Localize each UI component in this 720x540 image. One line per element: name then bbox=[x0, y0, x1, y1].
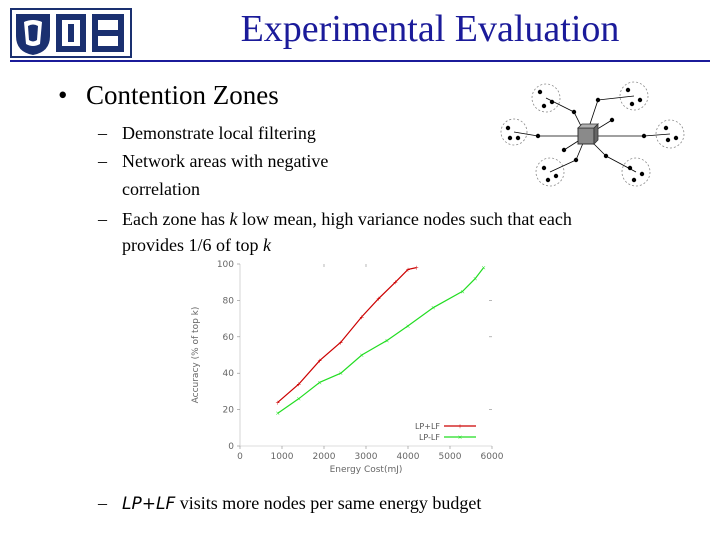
series-line-LP-LF bbox=[277, 267, 485, 414]
sub-item-dash: – bbox=[98, 209, 107, 229]
x-axis-label: Energy Cost(mJ) bbox=[330, 465, 403, 474]
data-point: + bbox=[393, 278, 398, 287]
data-point: × bbox=[481, 264, 486, 273]
y-tick-label: 60 bbox=[223, 333, 235, 343]
data-point: + bbox=[360, 313, 365, 322]
x-tick-label: 5000 bbox=[439, 452, 462, 462]
x-tick-label: 6000 bbox=[481, 452, 504, 462]
data-point: × bbox=[339, 369, 344, 378]
data-point: + bbox=[414, 264, 419, 273]
data-point: + bbox=[406, 265, 411, 274]
y-tick-label: 100 bbox=[217, 260, 234, 270]
y-tick-label: 20 bbox=[223, 406, 235, 416]
data-point: × bbox=[406, 322, 411, 331]
sub-item-text: Each zone has k low mean, high variance … bbox=[122, 209, 572, 229]
legend-label: LP-LF bbox=[419, 433, 440, 442]
x-tick-label: 1000 bbox=[271, 452, 294, 462]
legend-label: LP+LF bbox=[415, 422, 440, 431]
data-point: × bbox=[276, 409, 281, 418]
series-line-LP+LF bbox=[277, 267, 417, 403]
footer-item-text: LP+LF visits more nodes per same energy … bbox=[122, 493, 482, 514]
footer-item-dash: – bbox=[98, 493, 107, 513]
slide-title: Experimental Evaluation bbox=[240, 8, 620, 50]
data-point: + bbox=[339, 338, 344, 347]
data-point: + bbox=[276, 398, 281, 407]
sub-item-text: Demonstrate local filtering bbox=[122, 123, 316, 143]
y-tick-label: 80 bbox=[223, 296, 235, 306]
sub-item-text: correlation bbox=[122, 179, 200, 199]
bullet-dot: • bbox=[58, 80, 68, 110]
main-bullet: • Contention Zones bbox=[58, 80, 279, 111]
sub-item-text: provides 1/6 of top k bbox=[122, 235, 271, 255]
sub-item-dash: – bbox=[98, 123, 107, 143]
data-point: + bbox=[376, 295, 381, 304]
data-point: × bbox=[297, 395, 302, 404]
main-bullet-text: Contention Zones bbox=[86, 80, 279, 110]
x-tick-label: 3000 bbox=[355, 452, 378, 462]
y-tick-label: 40 bbox=[223, 369, 235, 379]
x-tick-label: 4000 bbox=[397, 452, 420, 462]
data-point: × bbox=[360, 351, 365, 360]
legend-marker: × bbox=[458, 433, 463, 442]
title-rule bbox=[10, 60, 710, 62]
y-axis-label: Accuracy (% of top k) bbox=[191, 307, 201, 404]
data-point: × bbox=[460, 287, 465, 296]
university-logo bbox=[10, 8, 132, 58]
data-point: × bbox=[318, 378, 323, 387]
sub-item-dash: – bbox=[98, 151, 107, 171]
data-point: × bbox=[473, 275, 478, 284]
legend-marker: + bbox=[458, 422, 463, 431]
x-tick-label: 2000 bbox=[313, 452, 336, 462]
data-point: × bbox=[431, 304, 436, 313]
data-point: × bbox=[385, 336, 390, 345]
sub-item-text: Network areas with negative bbox=[122, 151, 329, 171]
y-tick-label: 0 bbox=[228, 442, 234, 452]
network-diagram bbox=[500, 81, 685, 187]
x-tick-label: 0 bbox=[237, 452, 243, 462]
data-point: + bbox=[318, 356, 323, 365]
data-point: + bbox=[297, 380, 302, 389]
